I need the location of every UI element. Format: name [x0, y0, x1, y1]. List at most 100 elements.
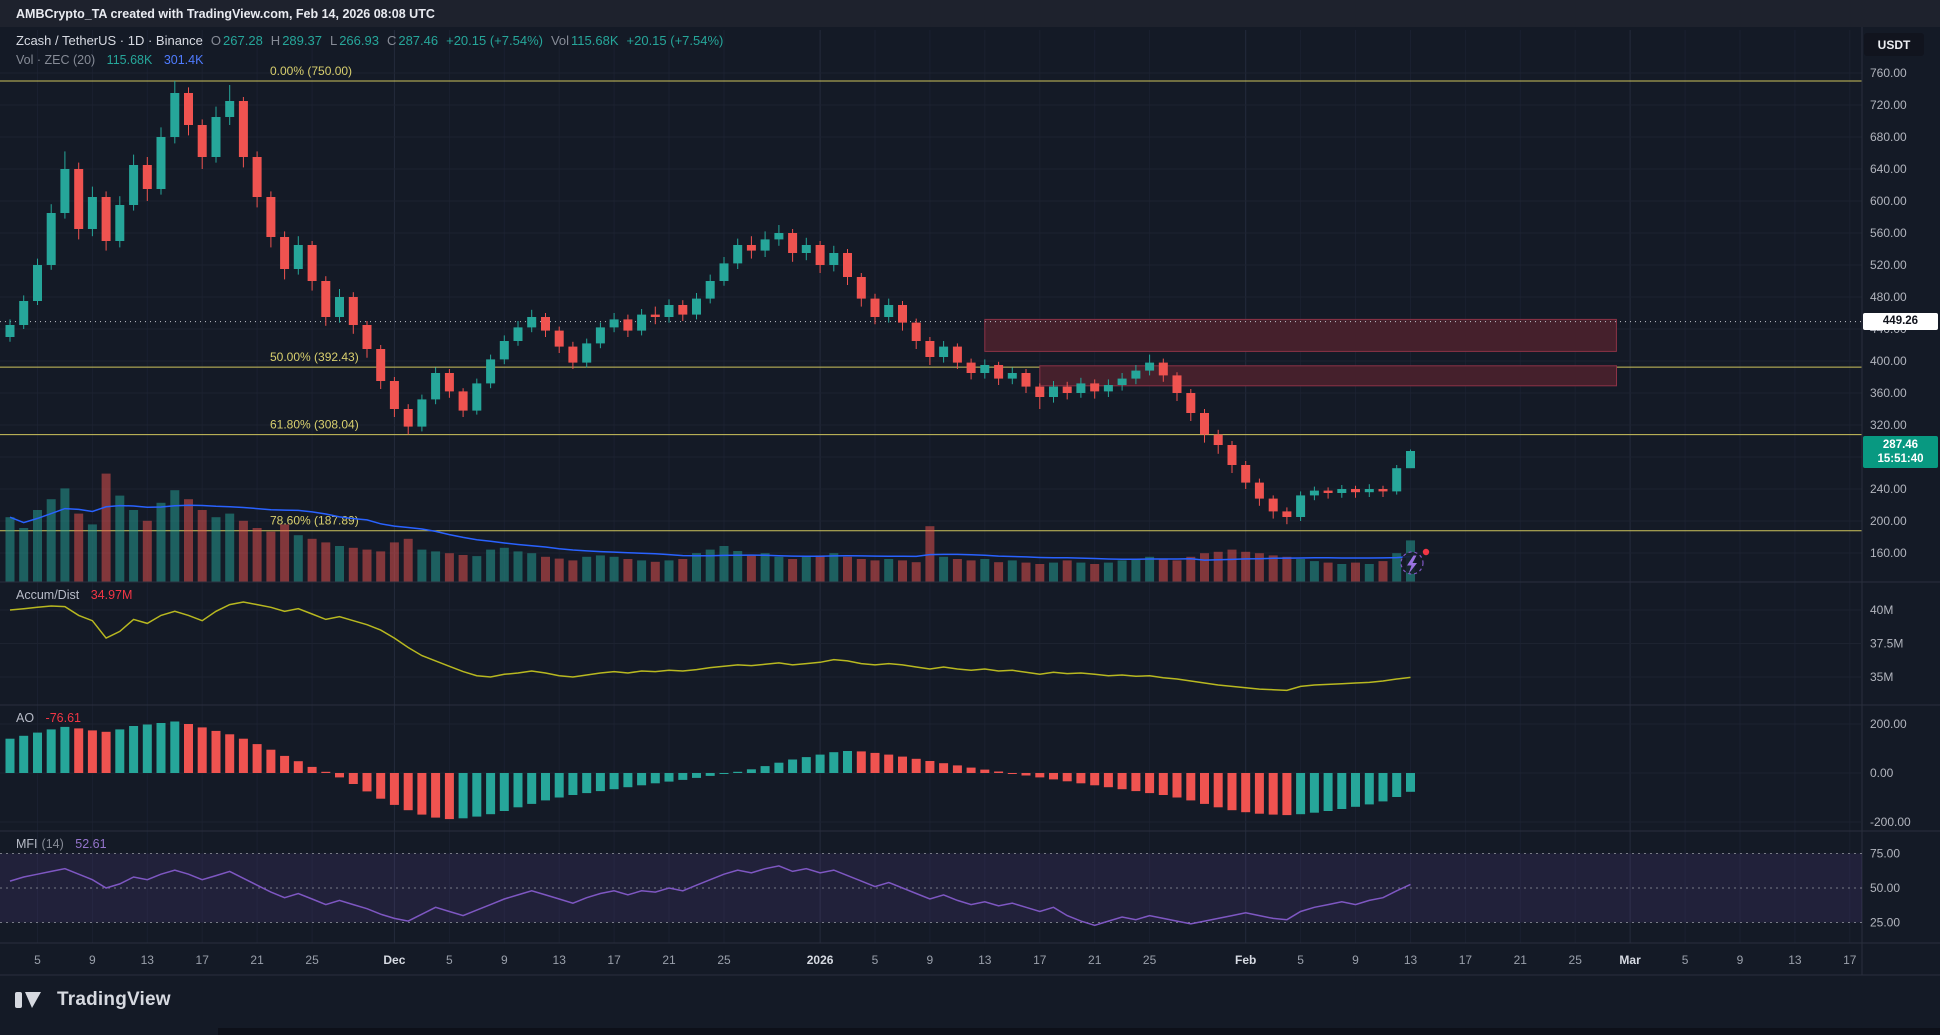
time-tick-label[interactable]: 13 [1404, 953, 1418, 967]
time-tick-label[interactable]: 17 [607, 953, 621, 967]
candle-body [829, 253, 839, 265]
candle-body [389, 381, 399, 409]
ao-bar [238, 738, 248, 773]
mfi-title[interactable]: MFI [16, 837, 38, 851]
time-tick-label[interactable]: 21 [1088, 953, 1102, 967]
candle-body [321, 281, 331, 317]
volume-bar [225, 513, 235, 582]
candle-body [1323, 490, 1333, 493]
volume-bar [746, 554, 756, 582]
volume-bar [129, 510, 139, 582]
candle-body [1282, 511, 1292, 517]
low-value: 266.93 [339, 33, 379, 48]
time-tick-label[interactable]: Mar [1619, 953, 1641, 967]
mfi-legend: MFI (14) 52.61 [16, 837, 107, 851]
candle-body [1076, 383, 1086, 393]
price-tick-label: 360.00 [1870, 386, 1907, 400]
ao-bar [952, 765, 962, 773]
candle-body [1117, 378, 1127, 385]
tradingview-logo-icon[interactable] [14, 986, 48, 1014]
vol-indicator-title[interactable]: Vol · ZEC (20) [16, 53, 96, 67]
ao-bar [692, 773, 701, 778]
volume-bar [1186, 556, 1196, 582]
volume-bar [1296, 559, 1306, 582]
time-axis[interactable] [0, 943, 1862, 975]
volume-bar [307, 538, 317, 582]
accum-dist-title[interactable]: Accum/Dist [16, 588, 80, 602]
candle-body [719, 263, 729, 281]
time-tick-label[interactable]: 5 [446, 953, 453, 967]
volume-bar [774, 556, 784, 582]
ao-bar [527, 773, 537, 804]
ao-bar [46, 729, 56, 773]
time-tick-label[interactable]: 13 [141, 953, 155, 967]
time-tick-label[interactable]: 9 [1352, 953, 1359, 967]
time-tick-label[interactable]: 9 [89, 953, 96, 967]
candle-body [335, 297, 344, 317]
candle-body [513, 327, 523, 341]
ao-bar [939, 763, 949, 773]
volume-bar [568, 560, 578, 582]
time-tick-label[interactable]: 17 [196, 953, 210, 967]
supply-zone[interactable] [1039, 365, 1618, 387]
time-tick-label[interactable]: 13 [553, 953, 567, 967]
time-tick-label[interactable]: Dec [383, 953, 405, 967]
time-tick-label[interactable]: 13 [1788, 953, 1802, 967]
candle-body [60, 169, 70, 213]
time-tick-label[interactable]: 21 [1514, 953, 1528, 967]
time-tick-label[interactable]: 9 [501, 953, 508, 967]
time-tick-label[interactable]: 17 [1843, 953, 1857, 967]
ao-bar [1145, 773, 1155, 794]
volume-bar [211, 517, 221, 582]
time-tick-label[interactable]: 25 [1569, 953, 1583, 967]
supply-zone[interactable] [984, 318, 1617, 352]
ao-bar [637, 773, 647, 786]
time-tick-label[interactable]: 9 [1737, 953, 1744, 967]
time-tick-label[interactable]: 17 [1459, 953, 1473, 967]
candle-body [1268, 498, 1278, 512]
price-tick-label: 400.00 [1870, 354, 1907, 368]
ao-bar [115, 729, 125, 773]
time-tick-label[interactable]: 9 [927, 953, 934, 967]
candle-body [1103, 385, 1113, 392]
currency-toggle-button[interactable]: USDT [1864, 33, 1924, 56]
volume-bar [142, 520, 152, 582]
symbol-title[interactable]: Zcash / TetherUS · 1D · Binance [16, 33, 203, 48]
price-axis[interactable] [1862, 27, 1940, 943]
time-tick-label[interactable]: 2026 [807, 953, 834, 967]
ao-bar [788, 759, 798, 773]
ao-bar [486, 773, 496, 815]
volume-bar [760, 553, 770, 582]
time-tick-label[interactable]: 21 [250, 953, 264, 967]
ao-bar [1186, 773, 1196, 801]
fib-label: 50.00% (392.43) [270, 350, 359, 364]
time-tick-label[interactable]: 5 [1297, 953, 1304, 967]
ao-bar [197, 727, 207, 773]
time-tick-label[interactable]: 5 [34, 953, 41, 967]
volume-bar [1062, 560, 1072, 582]
time-tick-label[interactable]: 21 [662, 953, 676, 967]
candle-body [980, 365, 990, 373]
time-tick-label[interactable]: 5 [872, 953, 879, 967]
time-tick-label[interactable]: 25 [1143, 953, 1157, 967]
candle-body [1351, 489, 1360, 493]
candle-body [856, 277, 866, 299]
current-price-badge[interactable]: 287.46 15:51:40 [1863, 436, 1938, 468]
time-tick-label[interactable]: 25 [717, 953, 731, 967]
volume-bar [101, 473, 111, 582]
close-label: C [386, 33, 397, 48]
candle-body [664, 305, 674, 317]
time-tick-label[interactable]: 13 [978, 953, 992, 967]
ao-title[interactable]: AO [16, 711, 35, 725]
tradingview-wordmark[interactable]: TradingView [57, 989, 171, 1010]
ao-bar [746, 769, 756, 773]
ao-bar [925, 761, 935, 773]
time-tick-label[interactable]: 17 [1033, 953, 1047, 967]
time-tick-label[interactable]: Feb [1235, 953, 1256, 967]
ao-bar [801, 757, 811, 773]
chart-plot-area[interactable] [0, 27, 1862, 943]
ao-bar [225, 734, 235, 773]
ao-bar [595, 773, 605, 792]
time-tick-label[interactable]: 5 [1682, 953, 1689, 967]
time-tick-label[interactable]: 25 [305, 953, 319, 967]
